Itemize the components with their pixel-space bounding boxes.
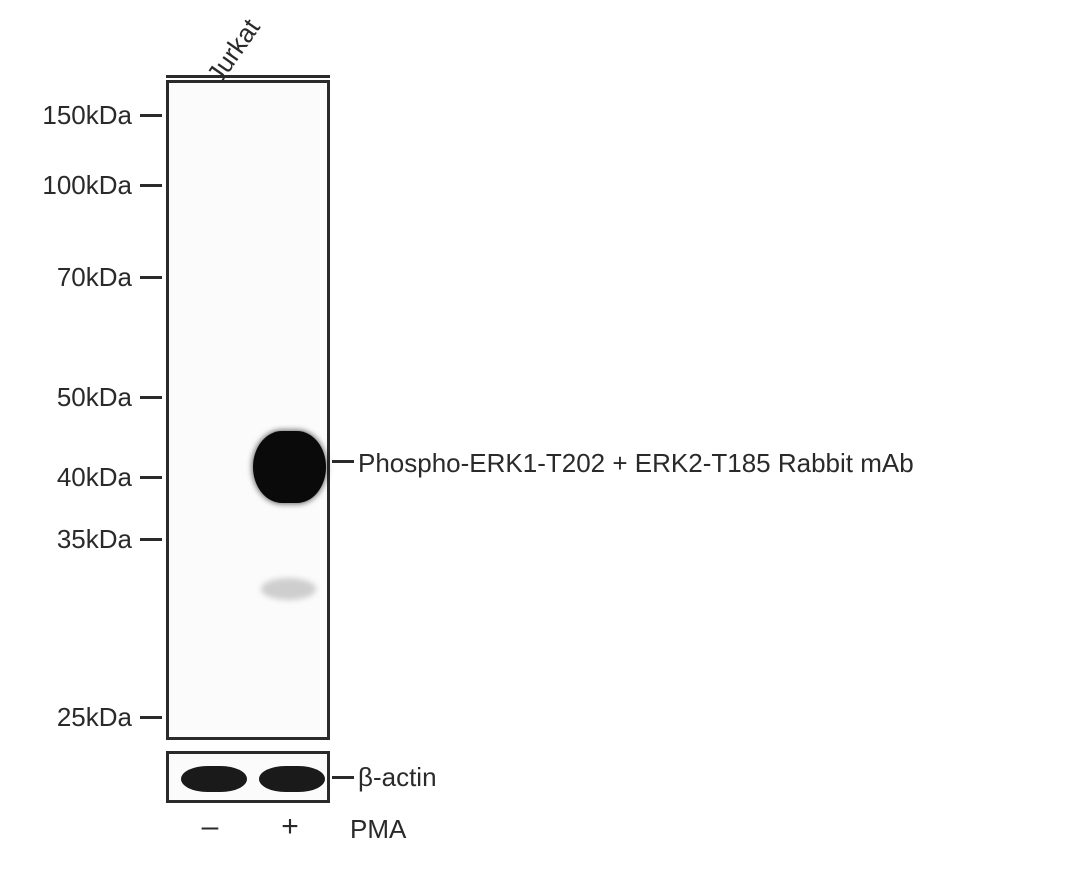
target-label-tick xyxy=(332,460,354,463)
mw-label-150: 150kDa xyxy=(22,100,132,131)
mw-tick-35 xyxy=(140,538,162,541)
target-label: Phospho-ERK1-T202 + ERK2-T185 Rabbit mAb xyxy=(358,448,914,479)
mw-label-100: 100kDa xyxy=(22,170,132,201)
blot-membrane-loading xyxy=(166,751,330,803)
loading-label: β-actin xyxy=(358,762,437,793)
treatment-name: PMA xyxy=(350,814,406,845)
mw-label-40: 40kDa xyxy=(22,462,132,493)
mw-tick-50 xyxy=(140,396,162,399)
mw-tick-25 xyxy=(140,716,162,719)
mw-label-50: 50kDa xyxy=(22,382,132,413)
western-blot-figure: Jurkat 150kDa 100kDa 70kDa 50kDa 40kDa 3… xyxy=(0,0,1080,883)
target-band-pma-plus xyxy=(253,431,326,503)
loading-label-tick xyxy=(332,776,354,779)
mw-label-35: 35kDa xyxy=(22,524,132,555)
mw-label-25: 25kDa xyxy=(22,702,132,733)
faint-band xyxy=(261,578,316,600)
blot-membrane-main xyxy=(166,80,330,740)
treatment-lane2-symbol: + xyxy=(250,810,330,844)
loading-band-lane2 xyxy=(259,766,325,792)
mw-tick-150 xyxy=(140,114,162,117)
mw-tick-100 xyxy=(140,184,162,187)
sample-header-underline xyxy=(166,75,330,78)
mw-label-70: 70kDa xyxy=(22,262,132,293)
loading-band-lane1 xyxy=(181,766,247,792)
mw-tick-40 xyxy=(140,476,162,479)
mw-tick-70 xyxy=(140,276,162,279)
treatment-lane1-symbol: – xyxy=(170,810,250,844)
